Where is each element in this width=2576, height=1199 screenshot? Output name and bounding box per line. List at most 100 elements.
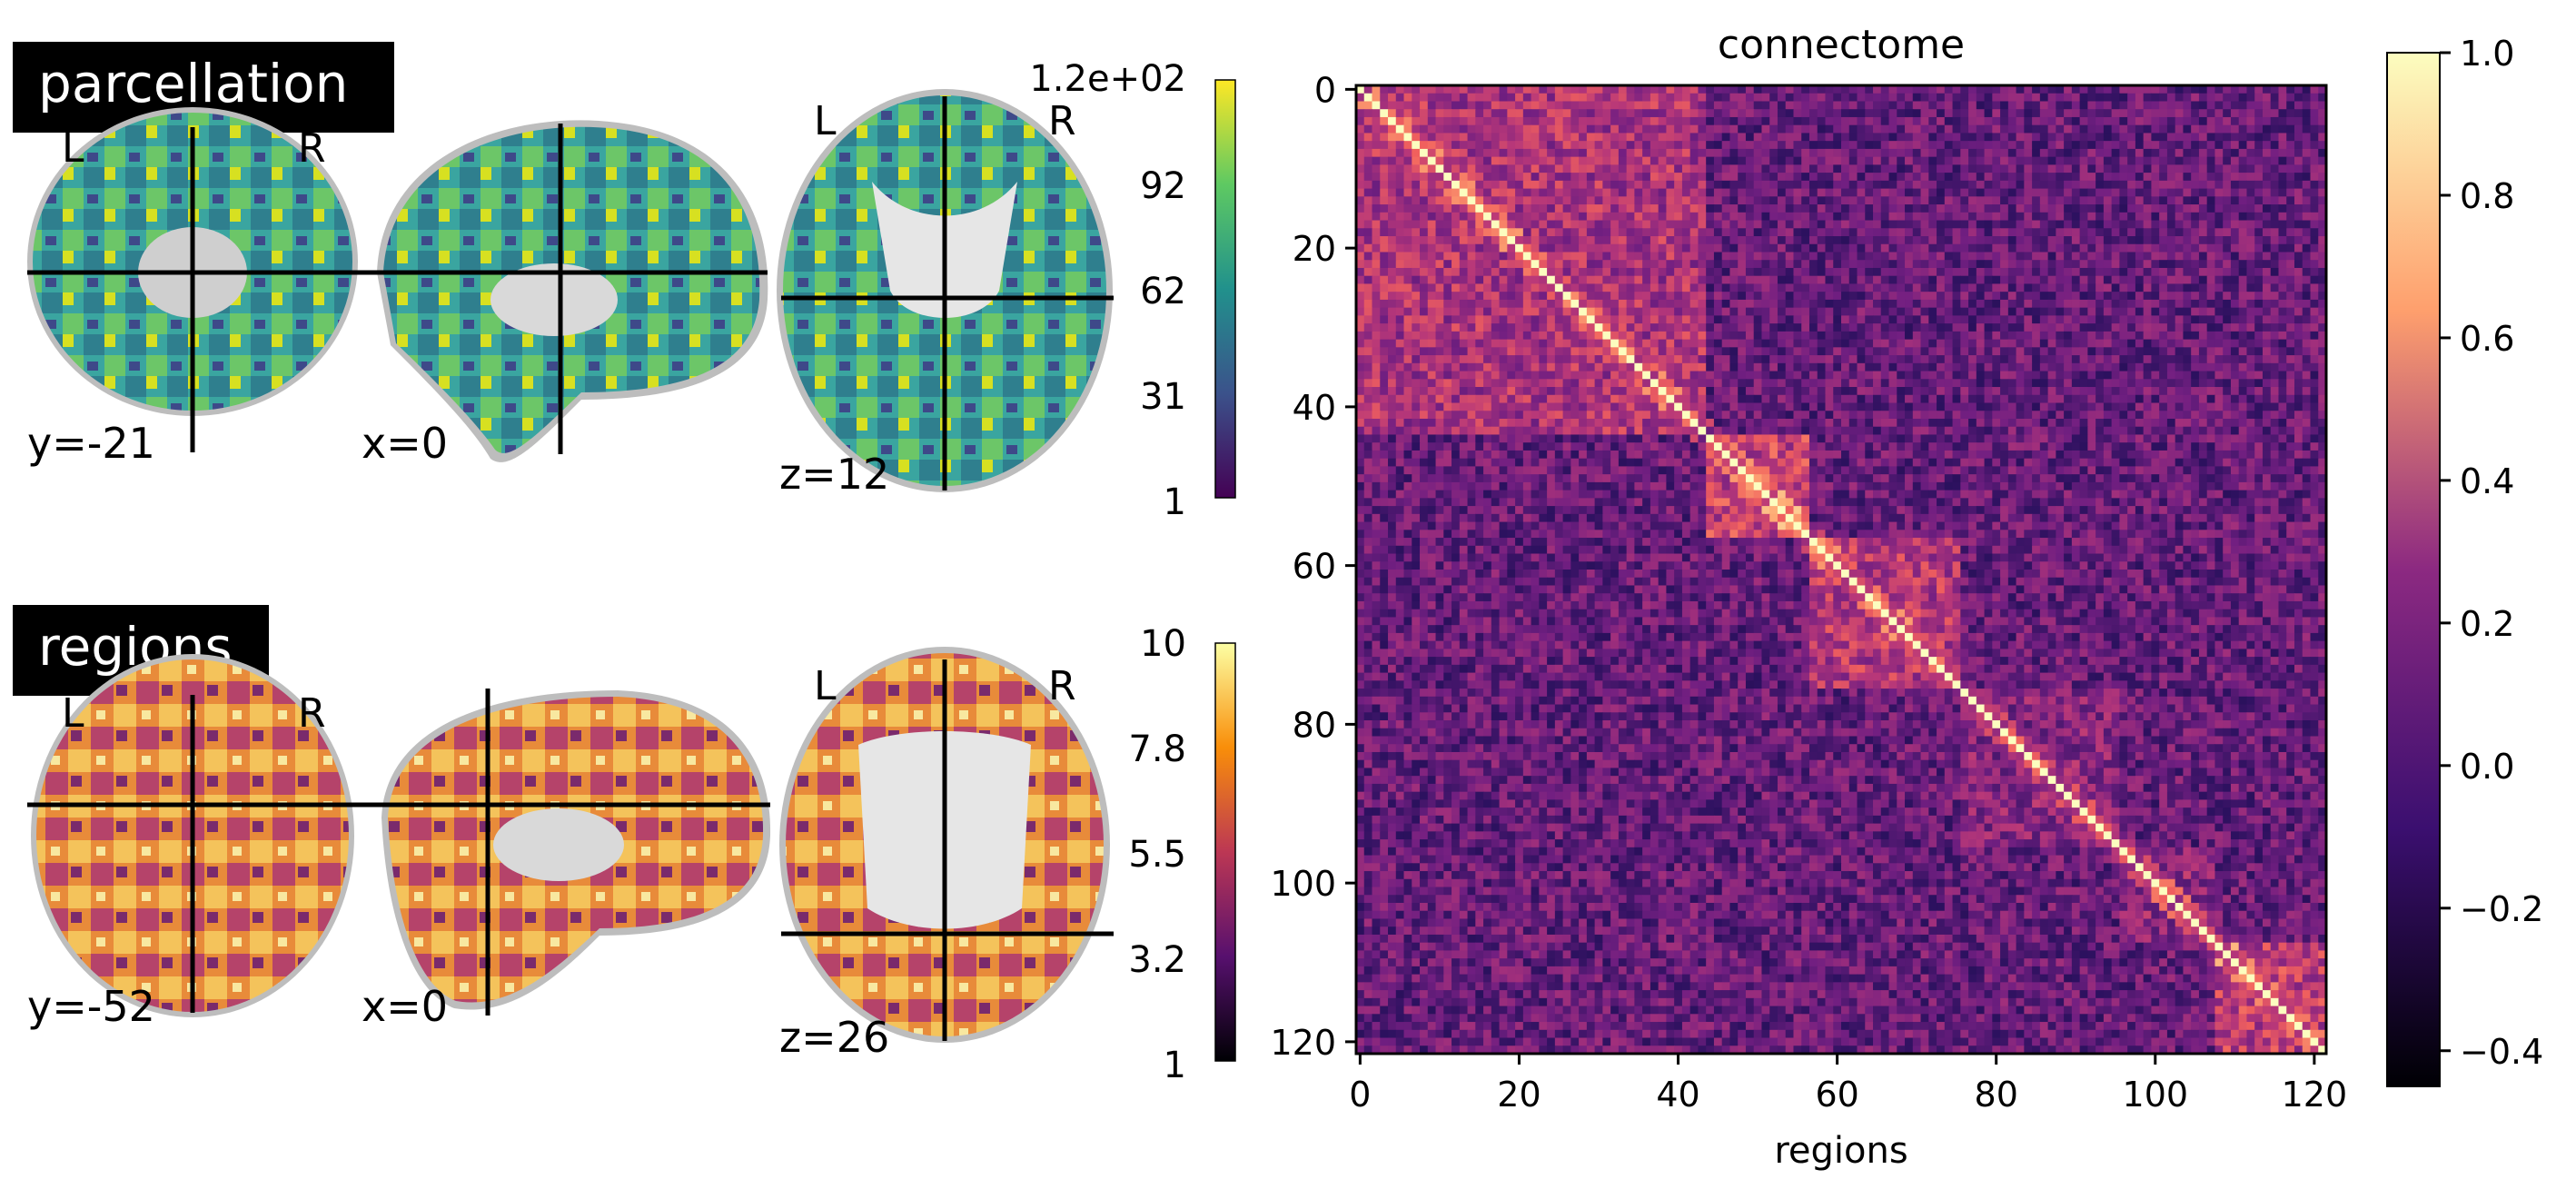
heatmap-cell (1451, 323, 1461, 332)
heatmap-cell (2294, 243, 2304, 253)
heatmap-cell (1761, 394, 1770, 404)
heatmap-cell (1507, 387, 1516, 396)
heatmap-cell (2270, 307, 2280, 316)
heatmap-cell (1848, 220, 1858, 229)
heatmap-cell (2278, 292, 2287, 301)
heatmap-cell (1698, 180, 1707, 190)
heatmap-cell (1897, 252, 1906, 261)
heatmap-cell (2135, 180, 2145, 190)
heatmap-cell (1650, 124, 1660, 134)
heatmap-cell (2294, 331, 2304, 341)
heatmap-cell (1698, 212, 1707, 222)
heatmap-cell (2262, 109, 2272, 118)
heatmap-cell (2159, 180, 2168, 190)
heatmap-cell (1610, 402, 1620, 411)
heatmap-cell (1363, 275, 1373, 285)
heatmap-cell (2127, 116, 2136, 126)
heatmap-cell (2230, 243, 2240, 253)
heatmap-cell (1491, 292, 1501, 301)
heatmap-cell (2262, 204, 2272, 213)
heatmap-cell (2000, 347, 2009, 356)
heatmap-cell (1531, 109, 1540, 118)
heatmap-cell (2262, 283, 2272, 292)
heatmap-cell (1968, 141, 1977, 150)
heatmap-cell (2183, 323, 2192, 332)
heatmap-cell (2198, 204, 2208, 213)
heatmap-cell (2143, 275, 2153, 285)
heatmap-cell (1634, 156, 1643, 165)
heatmap-cell (2151, 243, 2160, 253)
heatmap-cell (1808, 379, 1818, 388)
heatmap-cell (2024, 394, 2033, 404)
heatmap-cell (2246, 236, 2255, 245)
heatmap-cell (2223, 141, 2232, 150)
heatmap-cell (1388, 267, 1397, 277)
heatmap-cell (2246, 347, 2255, 356)
heatmap-cell (2071, 141, 2081, 150)
heatmap-cell (1857, 236, 1866, 245)
heatmap-cell (1713, 196, 1723, 205)
heatmap-cell (2064, 260, 2073, 269)
heatmap-cell (1920, 220, 1929, 229)
heatmap-cell (1380, 116, 1389, 126)
heatmap-cell (1944, 387, 1954, 396)
heatmap-cell (1658, 362, 1668, 372)
heatmap-cell (2159, 260, 2168, 269)
heatmap-cell (1372, 141, 1381, 150)
heatmap-cell (1579, 93, 1588, 103)
heatmap-cell (2175, 141, 2185, 150)
heatmap-cell (2047, 299, 2056, 309)
heatmap-cell (2024, 243, 2033, 253)
heatmap-cell (1491, 283, 1501, 292)
heatmap-cell (2206, 133, 2216, 142)
heatmap-cell (1363, 109, 1373, 118)
heatmap-cell (1905, 323, 1914, 332)
heatmap-cell (1380, 394, 1389, 404)
heatmap-cell (1642, 116, 1651, 126)
heatmap-cell (1848, 371, 1858, 380)
heatmap-cell (1658, 85, 1668, 94)
heatmap-cell (1650, 141, 1660, 150)
heatmap-cell (2191, 133, 2200, 142)
heatmap-cell (1427, 371, 1437, 380)
heatmap-cell (2183, 387, 2192, 396)
heatmap-cell (2032, 283, 2041, 292)
heatmap-cell (1602, 243, 1611, 253)
heatmap-cell (2254, 93, 2264, 103)
heatmap-cell (1483, 228, 1492, 237)
heatmap-cell (2302, 148, 2312, 158)
heatmap-cell (2111, 331, 2120, 341)
heatmap-cell (1674, 267, 1683, 277)
heatmap-cell (2151, 299, 2160, 309)
heatmap-cell (2000, 283, 2009, 292)
heatmap-cell (1785, 243, 1795, 253)
heatmap-cell (1976, 93, 1986, 103)
heatmap-cell (1499, 116, 1508, 126)
heatmap-cell (1515, 323, 1524, 332)
heatmap-cell (2246, 315, 2255, 324)
heatmap-cell (1753, 109, 1763, 118)
heatmap-cell (2064, 275, 2073, 285)
heatmap-cell (1618, 362, 1628, 372)
heatmap-cell (1698, 299, 1707, 309)
heatmap-cell (1769, 141, 1778, 150)
heatmap-cell (1443, 228, 1452, 237)
heatmap-cell (1817, 394, 1827, 404)
heatmap-cell (1825, 85, 1834, 94)
heatmap-cell (1785, 339, 1795, 348)
heatmap-cell (1681, 315, 1691, 324)
heatmap-cell (2294, 371, 2304, 380)
heatmap-cell (1547, 331, 1556, 341)
heatmap-cell (2270, 116, 2280, 126)
heatmap-cell (1586, 260, 1596, 269)
heatmap-cell (2016, 371, 2025, 380)
heatmap-cell (1944, 371, 1954, 380)
heatmap-cell (2007, 307, 2017, 316)
heatmap-cell (1777, 85, 1787, 94)
heatmap-cell (2119, 196, 2128, 205)
heatmap-cell (1372, 188, 1381, 197)
heatmap-cell (2103, 292, 2113, 301)
heatmap-cell (1689, 220, 1699, 229)
heatmap-cell (1777, 228, 1787, 237)
heatmap-cell (2039, 394, 2049, 404)
